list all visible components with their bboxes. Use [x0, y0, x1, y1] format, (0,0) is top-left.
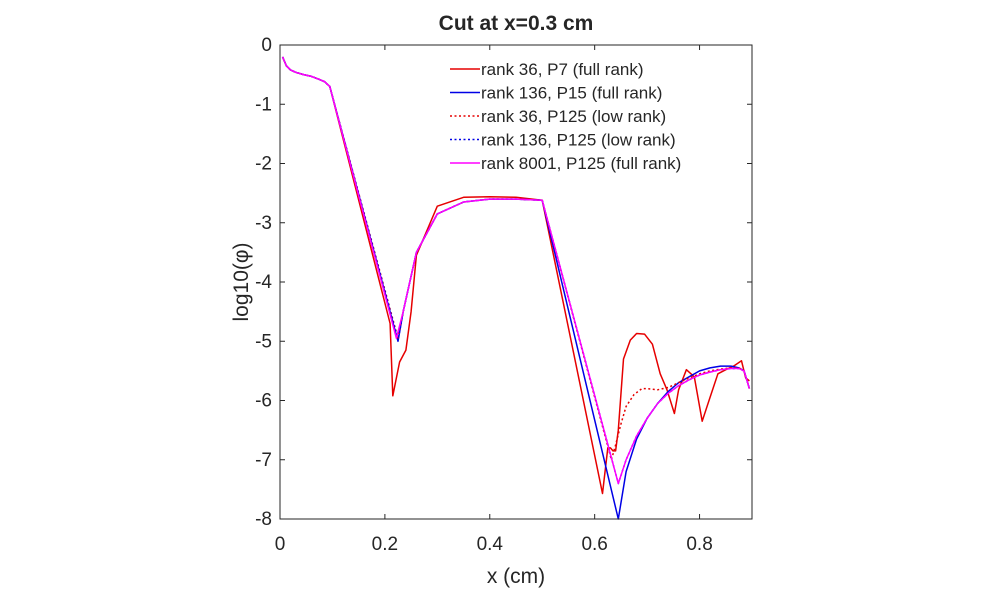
series-line-2	[281, 56, 751, 520]
y-tick-label: -2	[255, 154, 272, 175]
x-tick-label: 0.8	[686, 534, 712, 555]
y-tick-label: -4	[255, 272, 272, 293]
x-tick-label: 0.2	[372, 534, 398, 555]
y-tick-label: -6	[255, 391, 272, 412]
legend-label-4: rank 136, P125 (low rank)	[481, 131, 676, 150]
y-tick-label: 0	[261, 35, 272, 56]
y-axis-label: log10(φ)	[230, 243, 253, 322]
y-axis: 0 -1 -2 -3 -4 -5 -6 -7 -8	[255, 35, 752, 530]
legend-label-5: rank 8001, P125 (full rank)	[481, 154, 681, 173]
legend: rank 36, P7 (full rank) rank 136, P15 (fu…	[450, 60, 681, 173]
x-tick-label: 0.4	[477, 534, 504, 555]
chart-title: Cut at x=0.3 cm	[439, 12, 594, 35]
x-tick-label: 0	[275, 534, 286, 555]
y-tick-label: -8	[255, 509, 272, 530]
y-tick-label: -5	[255, 331, 272, 352]
y-tick-label: -1	[255, 94, 272, 115]
legend-label-3: rank 36, P125 (low rank)	[481, 107, 666, 126]
x-tick-label: 0.6	[581, 534, 607, 555]
series-line-5	[281, 56, 751, 485]
legend-label-2: rank 136, P15 (full rank)	[481, 84, 662, 103]
y-tick-label: -7	[255, 450, 272, 471]
x-axis: 0 0.2 0.4 0.6 0.8	[275, 45, 713, 555]
y-tick-label: -3	[255, 213, 272, 234]
plot-area	[281, 56, 751, 520]
x-axis-label: x (cm)	[487, 565, 545, 588]
legend-label-1: rank 36, P7 (full rank)	[481, 60, 644, 79]
